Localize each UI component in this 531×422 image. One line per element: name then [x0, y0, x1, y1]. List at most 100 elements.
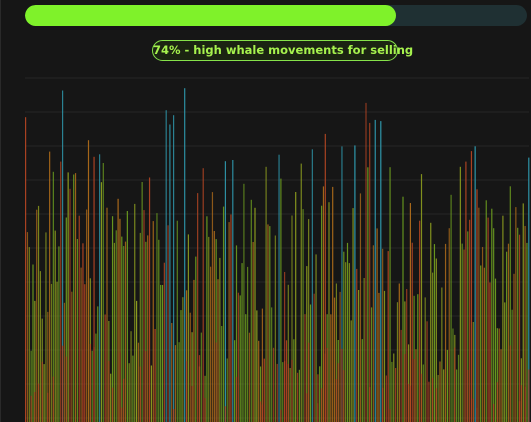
chart-bar — [369, 122, 371, 422]
chart-bar — [169, 124, 171, 422]
chart-bar — [148, 177, 151, 422]
chart-bar — [509, 186, 511, 422]
chart-bar — [291, 359, 293, 422]
chart-bar — [271, 307, 273, 422]
chart-bar — [507, 243, 510, 422]
chart-bar — [258, 340, 260, 422]
chart-bar — [443, 369, 445, 422]
chart-bar — [480, 265, 482, 422]
chart-bar — [204, 398, 206, 422]
chart-bar — [86, 209, 88, 422]
chart-bar — [30, 395, 32, 422]
chart-bars — [25, 88, 530, 422]
chart-bar — [163, 262, 165, 422]
chart-bar — [400, 329, 402, 422]
chart-bar — [435, 258, 437, 422]
chart-bar — [291, 215, 293, 422]
chart-bar — [226, 358, 228, 422]
chart-bar — [252, 242, 254, 422]
chart-bar — [256, 310, 258, 422]
chart-bar — [420, 373, 423, 422]
chart-bar — [415, 349, 417, 422]
chart-bar — [200, 332, 202, 422]
chart-bar — [404, 354, 406, 422]
chart-bar — [341, 348, 343, 422]
chart-bar — [259, 401, 262, 422]
chart-bar — [267, 224, 269, 422]
chart-bar — [376, 228, 378, 422]
chart-bar — [321, 205, 323, 422]
chart-bar — [469, 219, 471, 422]
sell-pressure-progress-fill — [25, 5, 397, 26]
chart-bar — [224, 406, 226, 422]
chart-bar — [518, 401, 521, 422]
chart-bar — [284, 360, 286, 422]
chart-bar — [132, 355, 134, 422]
chart-bar — [389, 167, 391, 422]
chart-bar — [395, 368, 397, 422]
chart-bar — [111, 216, 114, 422]
chart-bar — [126, 211, 128, 422]
chart-bar — [250, 199, 252, 422]
chart-bar — [333, 297, 336, 422]
chart-bar — [309, 304, 312, 422]
chart-bar — [350, 320, 352, 422]
chart-bar — [93, 347, 95, 422]
chart-bar — [219, 257, 221, 422]
chart-bar — [239, 295, 241, 422]
chart-bar — [121, 236, 123, 422]
chart-bar — [78, 215, 80, 422]
chart-bar — [402, 196, 404, 422]
chart-bar — [111, 387, 114, 422]
chart-bar — [422, 364, 424, 422]
chart-bar — [104, 314, 106, 422]
chart-bar — [437, 375, 439, 422]
chart-bar — [500, 349, 502, 422]
chart-bar — [289, 368, 291, 422]
chart-bar — [73, 174, 75, 422]
chart-bar — [45, 232, 47, 422]
chart-bar — [41, 361, 43, 422]
chart-bar — [154, 329, 156, 422]
chart-bar — [123, 246, 125, 422]
chart-bar — [396, 302, 399, 422]
chart-bar — [208, 236, 210, 422]
chart-bar — [413, 295, 415, 422]
chart-bar — [282, 362, 284, 422]
chart-bar — [37, 205, 40, 422]
chart-bar — [287, 284, 289, 422]
chart-bar — [467, 369, 469, 422]
chart-bar — [391, 361, 393, 422]
chart-bar — [213, 231, 215, 422]
chart-bar — [330, 314, 332, 422]
chart-bar — [324, 133, 326, 422]
chart-bar — [456, 369, 458, 422]
chart-bar — [380, 121, 382, 422]
chart-bar — [160, 284, 162, 422]
chart-bar — [174, 345, 177, 422]
chart-bar — [506, 251, 508, 422]
chart-bar — [444, 243, 447, 422]
chart-bar — [491, 208, 493, 422]
chart-bar — [470, 151, 473, 422]
chart-bar — [285, 340, 288, 422]
sell-pressure-progress-bar — [25, 5, 527, 26]
chart-bar — [128, 363, 130, 422]
chart-bar — [387, 251, 389, 422]
chart-bar — [143, 210, 145, 422]
chart-bar — [311, 149, 313, 422]
chart-bar — [463, 249, 465, 422]
chart-bar — [60, 161, 62, 422]
chart-bar — [52, 376, 54, 422]
chart-bar — [398, 283, 400, 422]
chart-bar — [254, 207, 256, 422]
chart-bar — [137, 342, 140, 422]
chart-bar — [324, 353, 326, 422]
chart-bar — [235, 376, 238, 422]
chart-bar — [526, 242, 528, 422]
chart-bar — [359, 193, 362, 422]
chart-bar — [367, 167, 369, 422]
chart-bar — [54, 230, 56, 422]
chart-bar — [173, 115, 175, 422]
chart-bar — [474, 146, 476, 422]
